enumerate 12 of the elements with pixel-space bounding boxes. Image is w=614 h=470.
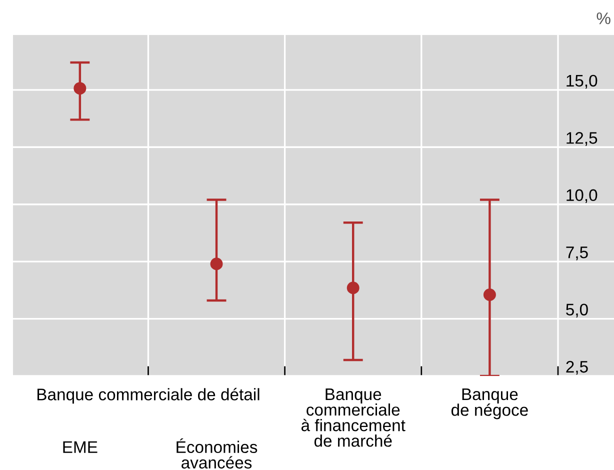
y-tick-label: 10,0 — [566, 189, 598, 204]
x-tick-label: EME — [63, 441, 98, 453]
y-tick-label: 7,5 — [566, 246, 588, 260]
x-tick-label: Banque commerciale à financement de marché — [301, 388, 406, 447]
y-tick-label: 12,5 — [566, 132, 598, 146]
y-tick-label: 5,0 — [566, 304, 588, 318]
y-tick-label: 2,5 — [566, 360, 588, 375]
text: Banque commerciale de détail — [38, 388, 260, 404]
y-axis-title: % — [596, 12, 610, 24]
x-tick-label: Économies avancées — [176, 438, 258, 469]
x-tick-label: Banque de négoce — [451, 388, 528, 420]
y-tick-label: 15,0 — [566, 74, 598, 89]
